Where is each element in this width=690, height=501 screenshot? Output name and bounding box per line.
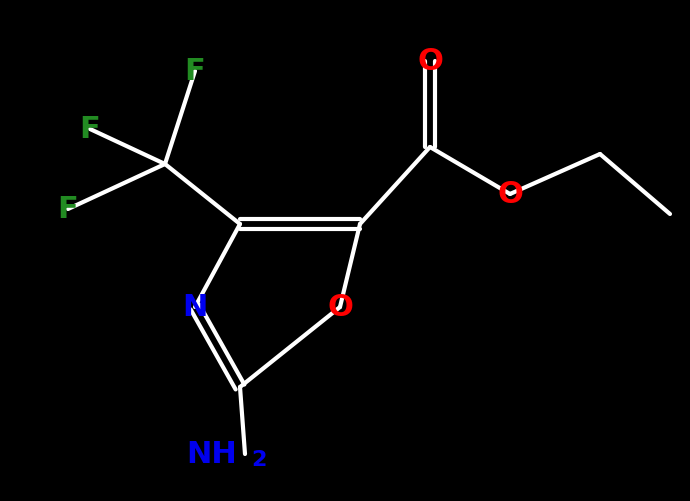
Text: F: F bbox=[58, 195, 79, 224]
Text: F: F bbox=[185, 58, 206, 86]
Text: O: O bbox=[327, 293, 353, 322]
Text: NH: NH bbox=[186, 439, 237, 468]
Text: F: F bbox=[79, 115, 100, 144]
Text: 2: 2 bbox=[251, 449, 267, 469]
Text: O: O bbox=[497, 180, 523, 209]
Text: O: O bbox=[417, 48, 443, 76]
Text: N: N bbox=[182, 293, 208, 322]
